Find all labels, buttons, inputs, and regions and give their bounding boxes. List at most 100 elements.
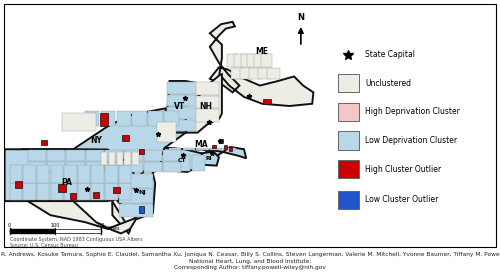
Polygon shape xyxy=(84,111,100,126)
Polygon shape xyxy=(62,113,96,131)
Polygon shape xyxy=(163,162,182,172)
Polygon shape xyxy=(78,183,90,200)
Polygon shape xyxy=(248,54,259,67)
Polygon shape xyxy=(23,183,36,200)
Polygon shape xyxy=(132,152,140,165)
Polygon shape xyxy=(158,122,176,143)
Polygon shape xyxy=(28,162,46,172)
Polygon shape xyxy=(15,181,22,188)
Polygon shape xyxy=(50,165,63,183)
Polygon shape xyxy=(227,54,238,67)
Polygon shape xyxy=(262,99,270,104)
Polygon shape xyxy=(187,96,219,108)
Polygon shape xyxy=(116,111,132,126)
Text: NH: NH xyxy=(199,102,212,111)
Polygon shape xyxy=(100,113,108,126)
Polygon shape xyxy=(224,148,236,150)
Bar xyxy=(338,131,359,150)
Polygon shape xyxy=(66,162,84,172)
Polygon shape xyxy=(261,54,272,67)
Polygon shape xyxy=(66,150,84,161)
Polygon shape xyxy=(118,164,155,219)
Text: State Capital: State Capital xyxy=(366,50,416,59)
Polygon shape xyxy=(40,140,47,145)
Polygon shape xyxy=(234,54,245,67)
Polygon shape xyxy=(166,95,196,106)
Text: 0: 0 xyxy=(8,222,11,228)
Polygon shape xyxy=(144,150,162,161)
Polygon shape xyxy=(164,111,179,126)
Polygon shape xyxy=(166,82,196,94)
Polygon shape xyxy=(23,165,36,183)
Polygon shape xyxy=(100,111,116,126)
Text: High Deprivation Cluster: High Deprivation Cluster xyxy=(366,108,460,116)
Text: NY: NY xyxy=(90,136,102,145)
Text: Low Cluster Outlier: Low Cluster Outlier xyxy=(366,195,439,204)
Polygon shape xyxy=(37,165,50,183)
Polygon shape xyxy=(119,183,132,200)
Text: NJ: NJ xyxy=(139,190,146,195)
Polygon shape xyxy=(182,148,195,150)
Polygon shape xyxy=(114,187,119,193)
Polygon shape xyxy=(47,150,66,161)
Polygon shape xyxy=(119,165,132,183)
Polygon shape xyxy=(162,155,175,171)
Text: 100: 100 xyxy=(50,222,60,228)
Polygon shape xyxy=(100,152,107,165)
Polygon shape xyxy=(166,120,196,131)
Polygon shape xyxy=(22,108,186,188)
Polygon shape xyxy=(28,150,46,161)
Text: Coordinate System: NAD 1983 Contiguous USA Albers
Source: U.S. Census Bureau: Coordinate System: NAD 1983 Contiguous U… xyxy=(10,237,142,248)
Polygon shape xyxy=(258,69,271,79)
Text: N: N xyxy=(298,13,304,22)
Polygon shape xyxy=(93,192,99,198)
Text: VT: VT xyxy=(174,102,184,111)
Text: CT: CT xyxy=(178,158,187,163)
Text: Low Deprivation Cluster: Low Deprivation Cluster xyxy=(366,136,458,145)
Polygon shape xyxy=(119,204,153,218)
Polygon shape xyxy=(212,145,216,148)
Polygon shape xyxy=(228,148,232,151)
Polygon shape xyxy=(267,69,280,79)
Polygon shape xyxy=(86,162,104,172)
Polygon shape xyxy=(119,189,153,203)
Polygon shape xyxy=(166,81,200,133)
Polygon shape xyxy=(112,201,130,233)
Text: 200: 200 xyxy=(96,222,106,228)
Polygon shape xyxy=(187,82,219,95)
Polygon shape xyxy=(58,184,66,192)
Polygon shape xyxy=(124,152,132,165)
Polygon shape xyxy=(28,201,137,233)
Text: High Cluster Outlier: High Cluster Outlier xyxy=(366,165,442,174)
Text: Miles: Miles xyxy=(108,226,120,231)
Polygon shape xyxy=(124,162,142,172)
Polygon shape xyxy=(249,69,262,79)
Polygon shape xyxy=(10,165,22,183)
Text: PA: PA xyxy=(61,178,72,187)
Polygon shape xyxy=(187,109,219,122)
Polygon shape xyxy=(132,111,147,126)
Text: Unclustered: Unclustered xyxy=(366,79,412,88)
Polygon shape xyxy=(124,150,142,161)
Bar xyxy=(338,160,359,179)
Polygon shape xyxy=(159,148,203,172)
Polygon shape xyxy=(210,22,314,106)
Polygon shape xyxy=(116,152,123,165)
Polygon shape xyxy=(105,162,124,172)
Polygon shape xyxy=(4,149,137,201)
Bar xyxy=(338,74,359,93)
Polygon shape xyxy=(192,155,205,171)
Polygon shape xyxy=(144,162,162,172)
Polygon shape xyxy=(122,135,129,141)
Polygon shape xyxy=(47,162,66,172)
Polygon shape xyxy=(105,165,118,183)
Polygon shape xyxy=(138,206,144,213)
Polygon shape xyxy=(92,183,104,200)
Polygon shape xyxy=(86,150,104,161)
Polygon shape xyxy=(64,183,76,200)
Polygon shape xyxy=(166,107,196,118)
Polygon shape xyxy=(169,148,181,150)
Polygon shape xyxy=(163,150,182,161)
Text: Marcus R. Andrews, Kosuke Tamura, Sophie E. Claudel, Samantha Xu, Joniqua N. Cea: Marcus R. Andrews, Kosuke Tamura, Sophie… xyxy=(0,252,500,270)
Polygon shape xyxy=(219,139,224,143)
